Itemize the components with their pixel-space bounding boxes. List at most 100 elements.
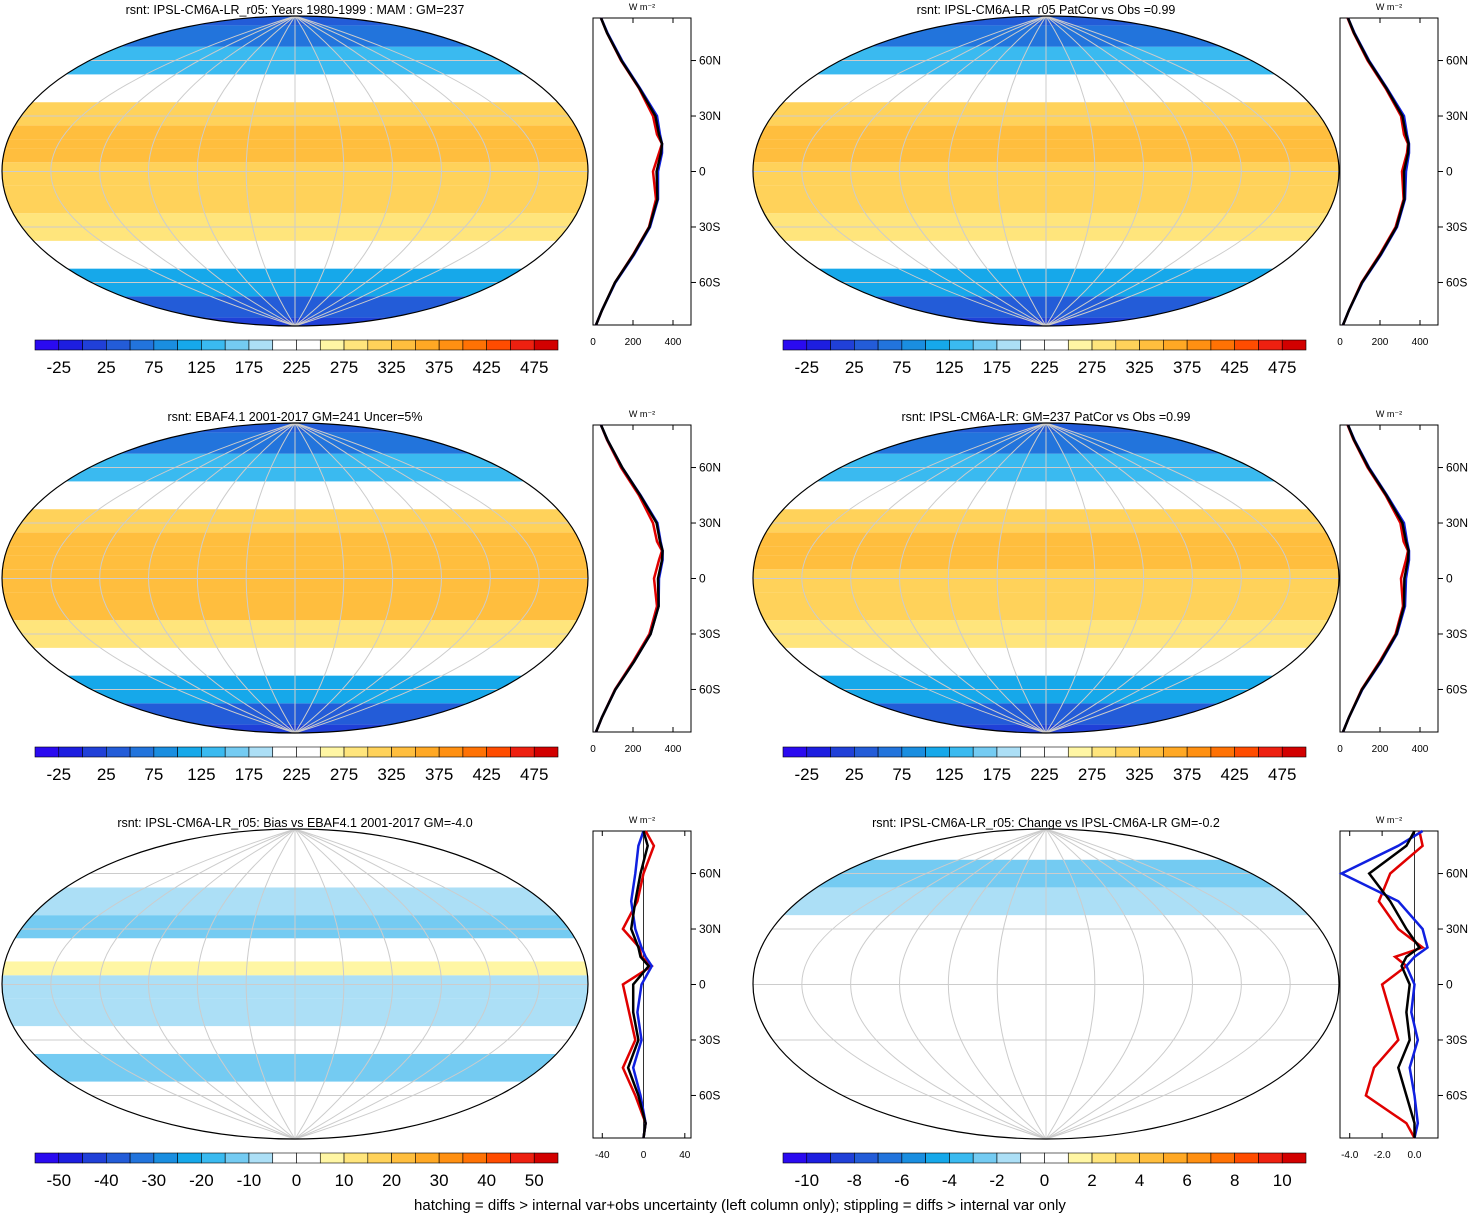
x-tick-label: 0 [641,1150,647,1161]
colorbar-box [462,746,487,758]
colorbar-label: 275 [1078,765,1106,784]
colorbar-box [319,339,345,351]
colorbar-label: 125 [187,765,215,784]
colorbar-box [901,1152,926,1164]
colorbar-box [272,1152,297,1164]
colorbar-box [82,746,107,758]
colorbar-box [367,746,392,758]
colorbar-box [1139,339,1164,351]
colorbar-box [1163,339,1188,351]
y-tick-label: 0 [699,572,706,586]
y-tick-label: 60S [699,1088,720,1102]
colorbar-label: 125 [187,358,215,377]
colorbar-box [391,339,416,351]
map-frame [752,828,1340,1140]
colorbar-box [972,1152,998,1164]
colorbar-box [1234,339,1259,351]
profile-line [1341,424,1410,733]
colorbar-label: -6 [894,1171,909,1190]
colorbar-box [806,1152,831,1164]
colorbar-box [1234,746,1259,758]
y-tick-label: 30S [1446,220,1467,234]
colorbar-box [854,746,879,758]
profile-unit: W m⁻² [629,2,655,12]
colorbar-box [129,746,155,758]
colorbar-label: 75 [892,765,911,784]
profile-line [1341,17,1411,326]
colorbar-box [901,746,926,758]
colorbar-box [129,1152,155,1164]
x-tick-label: -2.0 [1373,1150,1391,1161]
map-frame [1,15,589,327]
colorbar-box [949,746,974,758]
map [753,423,1339,733]
colorbar-box [972,339,998,351]
colorbar-label: 425 [1220,765,1248,784]
colorbar-label: -25 [794,358,819,377]
colorbar-box [296,339,321,351]
colorbar-box [415,339,440,351]
colorbar-box [830,746,855,758]
colorbar-box [1020,339,1045,351]
profile-frame [1339,424,1439,733]
colorbar-box [510,746,535,758]
x-tick-label: 0 [1337,337,1343,348]
colorbar-box [462,339,487,351]
colorbar-label: 125 [935,358,963,377]
panel-title: rsnt: IPSL-CM6A-LR_r05 PatCor vs Obs =0.… [917,3,1176,17]
colorbar-box [1091,746,1117,758]
colorbar-label: 25 [97,358,116,377]
profile-line [1341,17,1410,326]
colorbar-box [949,339,974,351]
colorbar-box [782,339,808,351]
colorbar-box [177,746,202,758]
colorbar-box [1210,1152,1235,1164]
colorbar-box [782,746,808,758]
panel-title: rsnt: IPSL-CM6A-LR_r05: Bias vs EBAF4.1 … [117,816,472,830]
colorbar-box [319,1152,345,1164]
colorbar-box [367,1152,392,1164]
colorbar-box [533,1152,559,1164]
colorbar-label: 375 [425,765,453,784]
colorbar-label: 325 [1125,765,1153,784]
y-tick-label: 30N [1446,516,1468,530]
colorbar-label: 275 [330,358,358,377]
colorbar-box [996,339,1022,351]
colorbar-label: -25 [46,358,71,377]
profile-line [629,830,654,1139]
colorbar-label: 275 [1078,358,1106,377]
colorbar-box [510,1152,535,1164]
map [2,16,588,326]
footnote: hatching = diffs > internal var+obs unce… [414,1197,1066,1214]
colorbar-box [106,746,131,758]
colorbar-box [1139,1152,1164,1164]
colorbar-label: 0 [292,1171,301,1190]
colorbar-box [153,746,178,758]
colorbar-box [486,746,511,758]
x-tick-label: 200 [625,744,642,755]
x-tick-label: 0 [590,744,596,755]
colorbar-box [248,1152,274,1164]
colorbar-label: 6 [1182,1171,1191,1190]
profile-line [594,424,664,733]
y-tick-label: 60N [1446,867,1468,881]
colorbar-box [806,339,831,351]
y-tick-label: 0 [1446,572,1453,586]
profile-unit: W m⁻² [1376,2,1402,12]
y-tick-label: 30N [699,109,721,123]
y-tick-label: 30N [1446,922,1468,936]
colorbar-box [1091,339,1117,351]
colorbar-box [782,1152,808,1164]
y-tick-label: 60N [699,461,721,475]
colorbar-box [201,1152,226,1164]
y-tick-label: 30S [1446,1033,1467,1047]
profile-line [594,424,664,733]
colorbar-label: 75 [892,358,911,377]
colorbar-box [1281,1152,1307,1164]
colorbar-label: 325 [377,765,405,784]
colorbar-box [533,339,559,351]
colorbar-label: 275 [330,765,358,784]
x-tick-label: 200 [1372,337,1389,348]
colorbar-box [58,746,83,758]
colorbar-label: 475 [520,358,548,377]
